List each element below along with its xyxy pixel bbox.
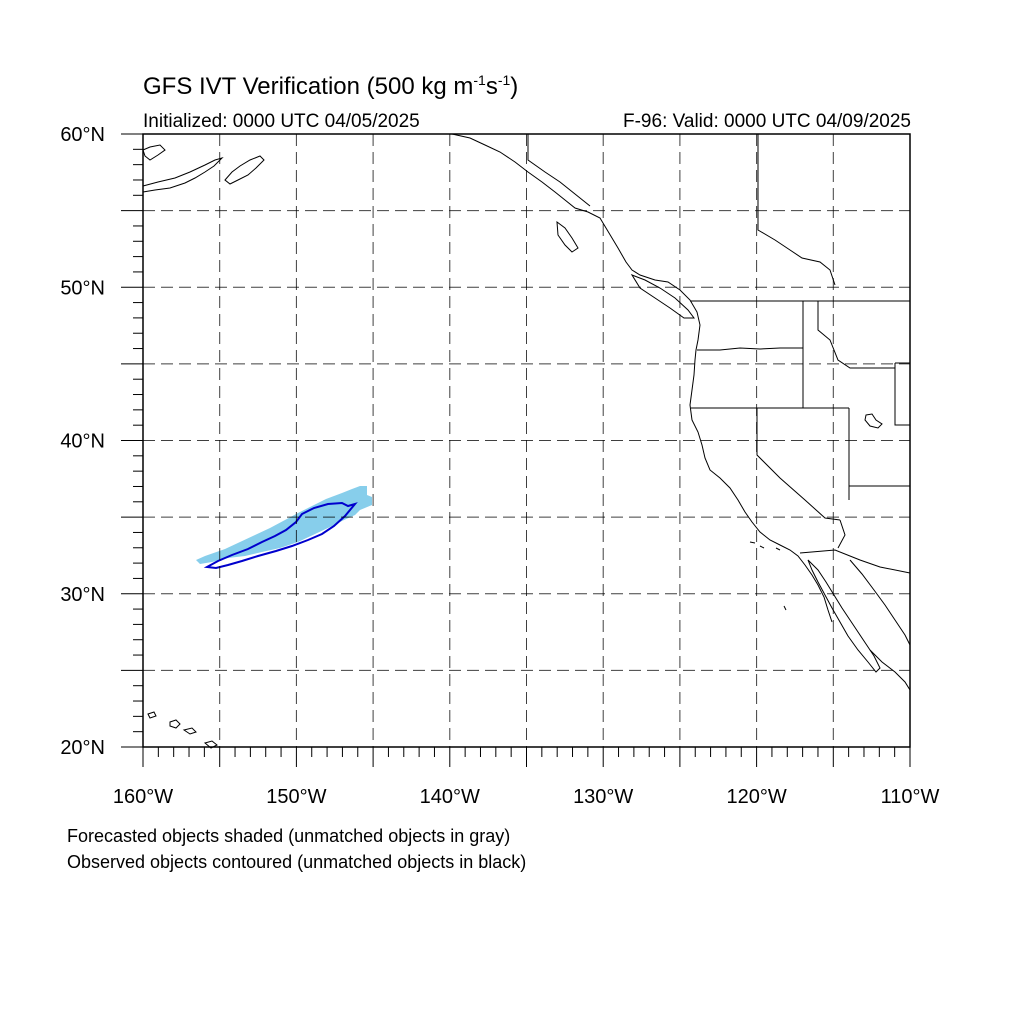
- legend-observed-note: Observed objects contoured (unmatched ob…: [67, 852, 527, 872]
- ca-nv-border: [756, 408, 841, 521]
- political-boundaries: [527, 134, 911, 574]
- us-mexico-border: [799, 549, 911, 574]
- lon-label: 130°W: [573, 786, 633, 808]
- mexico-coast-south: [869, 649, 911, 691]
- lon-label: 140°W: [420, 786, 480, 808]
- chart-title: GFS IVT Verification (500 kg m-1s-1): [143, 72, 519, 100]
- latitude-labels: 20°N 30°N 40°N 50°N 60°N: [60, 124, 105, 759]
- valid-time: F-96: Valid: 0000 UTC 04/09/2025: [623, 111, 911, 132]
- great-salt-lake: [864, 413, 883, 429]
- mt-wy-border: [894, 362, 910, 426]
- hawaii-kauai: [147, 711, 157, 719]
- channel-islands: [749, 541, 781, 551]
- id-mt-border: [817, 301, 895, 369]
- lon-label: 110°W: [881, 786, 940, 808]
- alaska-coast-sw: [142, 156, 224, 193]
- observed-object-contour: [203, 501, 358, 570]
- longitude-labels: 160°W 150°W 140°W 130°W 120°W 110°W: [113, 786, 940, 808]
- haida-gwaii: [556, 220, 579, 253]
- forecast-object: [196, 486, 372, 564]
- vancouver-island: [630, 274, 695, 319]
- lat-label: 20°N: [60, 737, 105, 759]
- bc-yukon-detail: [757, 134, 836, 286]
- lon-label: 150°W: [266, 786, 326, 808]
- guadalupe-island: [783, 605, 787, 611]
- map-ticks: [121, 133, 911, 767]
- lon-label: 120°W: [726, 786, 786, 808]
- alaska-canada-border: [527, 134, 591, 207]
- lon-label: 160°W: [113, 786, 173, 808]
- lat-label: 30°N: [60, 584, 105, 606]
- kodiak-island: [224, 155, 265, 185]
- map-grid: [143, 134, 910, 747]
- wa-or-border: [697, 347, 803, 351]
- legend-forecast-note: Forecasted objects shaded (unmatched obj…: [67, 826, 511, 846]
- lat-label: 60°N: [60, 124, 105, 146]
- baja-california: [807, 559, 881, 673]
- alaska-coast-west: [142, 144, 166, 161]
- hawaii-molokai: [182, 727, 197, 735]
- initialized-time: Initialized: 0000 UTC 04/05/2025: [143, 111, 420, 132]
- hawaii-oahu: [169, 719, 181, 729]
- alaska-panhandle: [451, 133, 833, 623]
- mexico-coast: [849, 559, 911, 646]
- lat-label: 40°N: [60, 431, 105, 453]
- az-ca-border: [837, 519, 846, 549]
- lat-label: 50°N: [60, 277, 105, 299]
- coastlines: [142, 133, 911, 749]
